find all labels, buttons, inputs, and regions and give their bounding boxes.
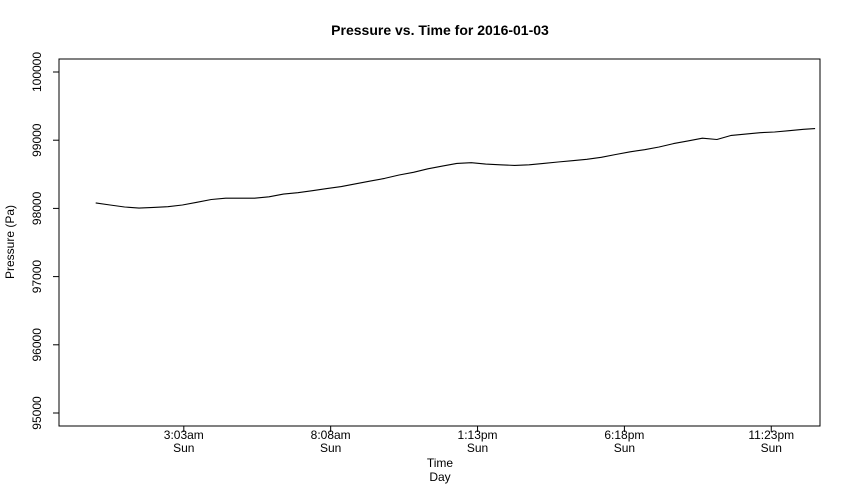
- y-axis: 95000 96000 97000 98000 99000 100000: [30, 52, 59, 430]
- x-tick-sublabel: Sun: [320, 441, 341, 455]
- pressure-series-line: [95, 128, 816, 209]
- x-axis: 3:03amSun8:08amSun1:13pmSun6:18pmSun11:2…: [164, 426, 794, 455]
- x-tick-sublabel: Sun: [173, 441, 194, 455]
- y-tick-label: 96000: [30, 328, 44, 362]
- y-tick-label: 100000: [30, 52, 44, 92]
- x-axis-title: Time: [427, 456, 454, 470]
- chart-title: Pressure vs. Time for 2016-01-03: [331, 22, 549, 38]
- x-tick-label: 8:08am: [311, 428, 351, 442]
- x-axis-subtitle: Day: [429, 470, 450, 484]
- x-tick-label: 1:13pm: [458, 428, 498, 442]
- x-tick-sublabel: Sun: [614, 441, 635, 455]
- x-tick-label: 3:03am: [164, 428, 204, 442]
- x-tick-sublabel: Sun: [467, 441, 488, 455]
- x-tick-label: 11:23pm: [748, 428, 794, 442]
- y-tick-label: 97000: [30, 260, 44, 294]
- y-tick-label: 95000: [30, 396, 44, 430]
- x-tick-sublabel: Sun: [761, 441, 782, 455]
- x-tick-label: 6:18pm: [604, 428, 644, 442]
- y-axis-title: Pressure (Pa): [3, 205, 17, 279]
- series-layer: [95, 128, 816, 209]
- plot-frame: [58, 58, 821, 427]
- y-tick-label: 99000: [30, 123, 44, 157]
- y-tick-label: 98000: [30, 191, 44, 225]
